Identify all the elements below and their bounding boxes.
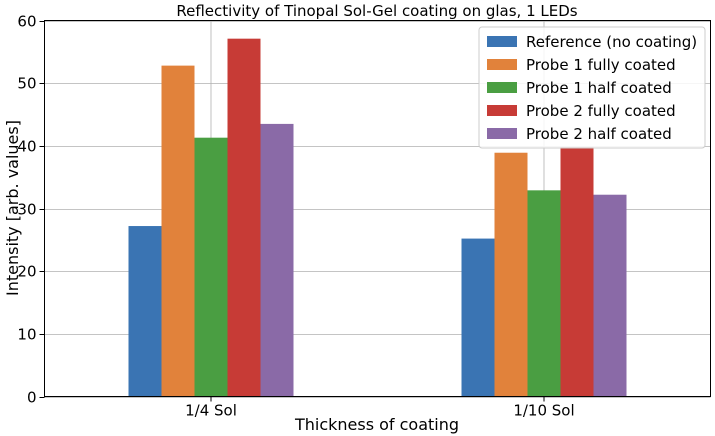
y-tick-label: 50 (17, 75, 36, 93)
legend-swatch (487, 128, 517, 139)
bars-group (128, 38, 627, 397)
x-axis-ticks: 1/4 Sol 1/10 Sol (185, 396, 575, 420)
legend-label: Probe 1 half coated (526, 79, 672, 97)
plot-frame (44, 20, 711, 397)
y-tick-label: 30 (17, 201, 36, 219)
legend-label: Probe 1 fully coated (526, 56, 676, 74)
y-tick-label: 20 (17, 263, 36, 281)
legend-swatch (487, 36, 517, 47)
y-axis-label: Intensity [arb. values] (3, 120, 22, 296)
bar (593, 194, 627, 397)
bar (260, 123, 294, 397)
bar (161, 65, 195, 397)
x-tick-label: 1/4 Sol (185, 402, 237, 420)
bar (194, 137, 228, 397)
chart-title: Reflectivity of Tinopal Sol-Gel coating … (176, 2, 577, 20)
y-tick-label: 60 (17, 13, 36, 31)
bar (560, 147, 594, 397)
bar (527, 190, 561, 397)
legend-label: Reference (no coating) (526, 33, 697, 51)
legend-box (478, 26, 706, 149)
legend-swatch (487, 105, 517, 116)
y-tick-label: 10 (17, 326, 36, 344)
y-tick-label: 40 (17, 138, 36, 156)
legend-swatch (487, 82, 517, 93)
y-tick-label: 0 (27, 389, 37, 407)
legend-label: Probe 2 half coated (526, 125, 672, 143)
y-axis-ticks: 0 10 20 30 40 50 60 (17, 13, 45, 407)
legend-swatch (487, 59, 517, 70)
bar (128, 226, 162, 397)
legend-label: Probe 2 fully coated (526, 102, 676, 120)
legend: Reference (no coating) Probe 1 fully coat… (478, 26, 706, 149)
bar (494, 152, 528, 397)
bar (227, 38, 261, 397)
x-axis-label: Thickness of coating (294, 415, 459, 434)
x-tick-label: 1/10 Sol (513, 402, 574, 420)
bar (461, 238, 495, 397)
